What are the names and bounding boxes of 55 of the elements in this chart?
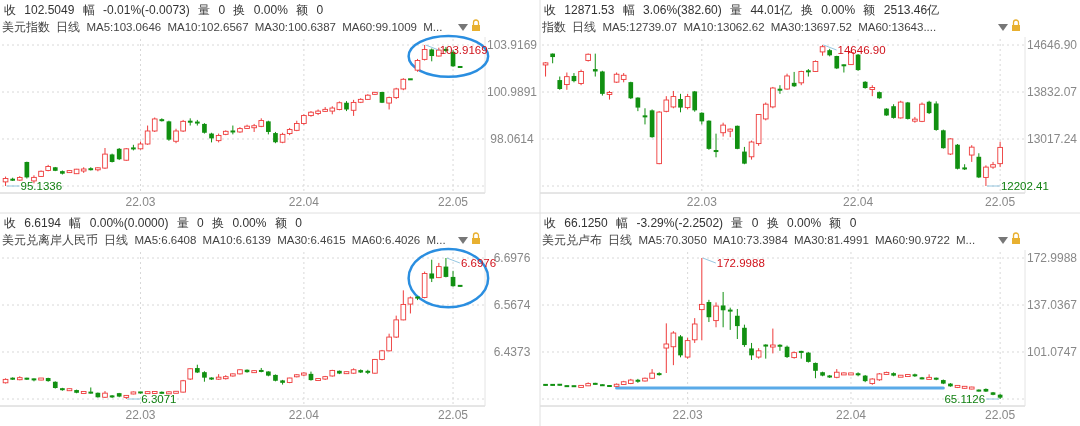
candlestick bbox=[742, 324, 747, 348]
candlestick bbox=[976, 152, 982, 179]
annotation: 172.9988 bbox=[716, 257, 765, 269]
annotation: 12202.41 bbox=[1000, 180, 1049, 192]
y-tick-label: 14646.90 bbox=[1026, 38, 1078, 52]
candlestick bbox=[734, 308, 740, 340]
y-tick-label: 6.4373 bbox=[493, 344, 531, 359]
candlestick bbox=[678, 93, 683, 113]
candlestick bbox=[727, 307, 733, 331]
y-tick-label: 100.9891 bbox=[486, 85, 538, 99]
chart-title: 美元兑卢布 日线 MA5:70.3050 MA10:73.3984 MA30:81.4991 MA60:90.9722 M... bbox=[542, 233, 976, 246]
y-tick-label: 103.9169 bbox=[486, 38, 538, 52]
y-tick-label: 13832.07 bbox=[1026, 85, 1078, 99]
chart-subtitle: 收 66.1250 幅 -3.29%(-2.2502) 量 0 换 0.00% 额 0 bbox=[544, 216, 857, 230]
x-tick-label: 22.04 bbox=[288, 408, 320, 422]
x-tick-label: 22.05 bbox=[438, 195, 469, 209]
y-tick-label: 172.9988 bbox=[1026, 251, 1078, 265]
y-tick-label: 6.5674 bbox=[493, 298, 531, 313]
candlestick bbox=[699, 257, 705, 341]
x-tick-label: 22.05 bbox=[985, 195, 1016, 209]
x-tick-label: 22.03 bbox=[686, 195, 718, 209]
candlestick bbox=[564, 72, 570, 91]
chart-subtitle: 收 102.5049 幅 -0.01%(-0.0073) 量 0 换 0.00% 额 0 bbox=[4, 3, 324, 17]
candlestick bbox=[997, 141, 1003, 168]
annotation: 95.1336 bbox=[20, 180, 63, 192]
x-tick-label: 22.04 bbox=[288, 195, 320, 209]
y-tick-label: 137.0367 bbox=[1026, 298, 1078, 312]
chart-title: 美元兑离岸人民币 日线 MA5:6.6408 MA10:6.6139 MA30:6.4615 MA60:6.4026 M... bbox=[2, 233, 446, 246]
x-tick-label: 22.04 bbox=[843, 195, 874, 209]
candlestick bbox=[763, 343, 769, 360]
chart-title: 指数 日线 MA5:12739.07 MA10:13062.62 MA30:13697.52 MA60:13643.... bbox=[541, 21, 937, 33]
x-tick-label: 22.03 bbox=[125, 195, 156, 209]
x-tick-label: 22.04 bbox=[835, 408, 867, 422]
candlestick bbox=[713, 301, 719, 328]
x-tick-label: 22.03 bbox=[672, 408, 703, 422]
candlestick bbox=[691, 317, 698, 344]
candlestick bbox=[429, 259, 435, 283]
y-tick-label: 98.0614 bbox=[490, 132, 535, 146]
x-tick-label: 22.05 bbox=[985, 408, 1016, 422]
y-tick-label: 101.0747 bbox=[1026, 345, 1078, 359]
candlestick bbox=[678, 334, 683, 358]
candlestick bbox=[684, 337, 691, 360]
candlestick bbox=[600, 70, 605, 97]
candlestick bbox=[926, 373, 932, 381]
chart-title: 美元指数 日线 MA5:103.0646 MA10:102.6567 MA30:100.6387 MA60:99.1009 M... bbox=[2, 20, 443, 33]
y-tick-label: 13017.24 bbox=[1026, 132, 1078, 146]
candlestick bbox=[592, 53, 598, 78]
x-tick-label: 22.03 bbox=[125, 408, 156, 422]
annotation: 6.3071 bbox=[141, 393, 177, 405]
x-tick-label: 22.05 bbox=[438, 408, 469, 422]
annotation: 65.1126 bbox=[944, 393, 986, 405]
candlestick bbox=[770, 328, 776, 354]
annotation: 14646.90 bbox=[837, 44, 886, 56]
chart-subtitle: 收 6.6194 幅 0.00%(0.0000) 量 0 换 0.00% 额 0 bbox=[4, 216, 303, 230]
chart-subtitle: 收 12871.53 幅 3.06%(382.60) 量 44.01亿 换 0.00% 额 2513.46亿 bbox=[544, 3, 940, 17]
